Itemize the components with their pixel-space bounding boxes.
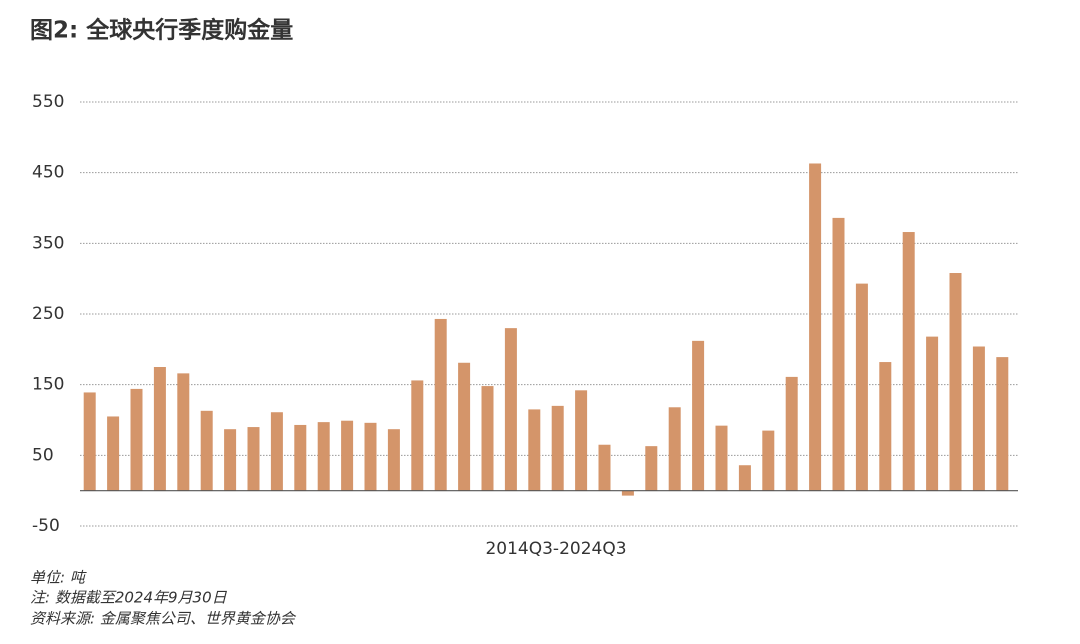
- y-tick-label: 550: [32, 92, 64, 112]
- bar: [528, 409, 541, 491]
- bar: [224, 429, 237, 491]
- bar: [949, 273, 962, 491]
- bar: [247, 427, 260, 491]
- bar: [411, 380, 424, 491]
- bar: [270, 412, 283, 491]
- bar: [855, 283, 868, 491]
- bar: [107, 416, 120, 491]
- note: 单位: 吨: [30, 569, 87, 587]
- y-tick-label: 250: [32, 304, 64, 324]
- bar: [130, 388, 143, 491]
- bar: [692, 340, 705, 491]
- bar: [645, 446, 658, 491]
- bar: [481, 386, 494, 491]
- y-tick-label: 150: [32, 375, 64, 395]
- bar: [621, 490, 634, 496]
- bar: [996, 357, 1009, 491]
- y-tick-label: 50: [32, 445, 54, 465]
- chart-title: 图2: 全球央行季度购金量: [30, 17, 293, 44]
- y-tick-label: 350: [32, 233, 64, 253]
- bar: [341, 420, 354, 491]
- y-tick-label: 450: [32, 163, 64, 183]
- bar: [598, 444, 611, 491]
- bar: [668, 407, 681, 491]
- bar: [715, 425, 728, 491]
- bar: [551, 405, 564, 491]
- bar: [575, 390, 588, 491]
- bar: [832, 217, 845, 491]
- bar: [200, 410, 213, 491]
- bar: [762, 430, 775, 491]
- bar: [902, 232, 915, 491]
- bar: [785, 376, 798, 491]
- bar: [972, 346, 985, 491]
- bar: [153, 367, 166, 491]
- bar: [177, 373, 190, 491]
- bar: [809, 163, 822, 491]
- bar: [317, 422, 330, 491]
- bar: [504, 328, 517, 491]
- bar: [434, 318, 447, 491]
- bar: [364, 422, 377, 491]
- bar: [879, 362, 892, 491]
- bar: [926, 336, 939, 491]
- note: 资料来源: 金属聚焦公司、世界黄金协会: [30, 610, 297, 628]
- bar: [387, 429, 400, 491]
- bar: [458, 362, 471, 491]
- bar: [294, 424, 307, 491]
- bar: [738, 465, 751, 491]
- y-tick-label: -50: [32, 516, 60, 536]
- bar: [83, 392, 96, 491]
- note: 注: 数据截至2024年9月30日: [30, 589, 228, 607]
- x-axis-label: 2014Q3-2024Q3: [485, 539, 626, 559]
